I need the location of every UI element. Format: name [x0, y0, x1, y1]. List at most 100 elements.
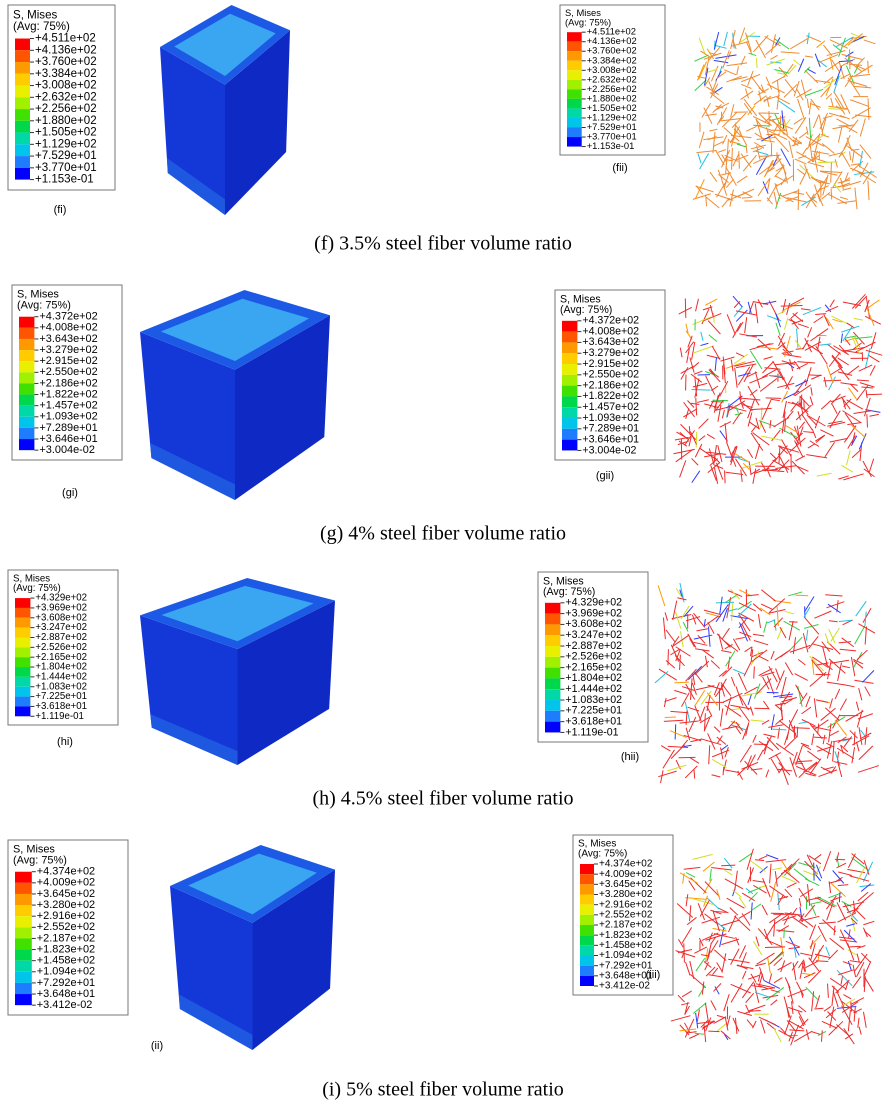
fiber [832, 986, 834, 1006]
fiber [682, 927, 692, 943]
fiber [779, 720, 796, 733]
fiber [695, 706, 701, 721]
fiber [691, 403, 699, 404]
fiber [683, 409, 697, 417]
legend-band [562, 440, 577, 451]
fiber [802, 148, 807, 155]
fiber [684, 745, 692, 746]
fiber [777, 311, 785, 315]
fiber [770, 420, 771, 428]
legend-band [567, 137, 582, 147]
caption: (f) 3.5% steel fiber volume ratio [314, 233, 572, 255]
fiber [806, 127, 808, 135]
fiber [680, 655, 681, 670]
fiber [774, 192, 777, 205]
fiber [703, 862, 715, 871]
fiber [803, 307, 821, 314]
fiber [692, 390, 711, 391]
fiber [753, 881, 765, 883]
fiber [701, 332, 703, 341]
fiber [804, 165, 810, 180]
fiber [681, 366, 694, 373]
fiber [772, 729, 786, 730]
legend-band [19, 372, 34, 383]
fiber [680, 721, 699, 723]
fiber [696, 629, 707, 631]
legend-label: +4.136e+02 [587, 36, 637, 46]
legend-label: +1.880e+02 [587, 93, 637, 103]
fiber [680, 348, 682, 358]
fiber [721, 939, 739, 944]
fiber [825, 442, 835, 457]
fiber [711, 660, 720, 668]
fiber [787, 883, 797, 888]
legend-band [15, 598, 30, 608]
fiber [830, 731, 839, 736]
fiber [854, 318, 863, 320]
fiber [766, 77, 772, 90]
fiber [688, 707, 700, 711]
legend-label: +3.412e-02 [599, 981, 650, 992]
fiber [699, 436, 705, 441]
legend-band [19, 328, 34, 339]
fiber [762, 400, 771, 420]
fiber [749, 53, 757, 55]
fiber [825, 633, 829, 644]
fiber [781, 677, 786, 697]
fiber [840, 649, 856, 651]
fiber [753, 735, 756, 743]
fiber [706, 452, 726, 454]
fiber [818, 162, 838, 163]
fiber [733, 296, 742, 307]
fiber [823, 116, 833, 119]
fiber [755, 444, 759, 459]
fiber [705, 299, 717, 305]
fiber [772, 76, 785, 83]
fiber [685, 766, 697, 778]
fiber [686, 728, 690, 740]
fiber [768, 957, 771, 973]
fiber [782, 391, 788, 402]
fiber [855, 625, 865, 644]
fiber [742, 971, 746, 979]
fiber [752, 904, 761, 910]
fiber [760, 379, 777, 392]
fiber [689, 1034, 699, 1038]
fiber [677, 598, 686, 600]
fiber [777, 383, 794, 387]
fiber [778, 893, 780, 910]
fiber [765, 924, 774, 939]
fiber [733, 459, 736, 467]
fiber [746, 993, 754, 1002]
fiber [841, 152, 850, 167]
fiber [676, 432, 688, 439]
fiber [790, 38, 808, 49]
legend-band [567, 70, 582, 80]
fiber [845, 685, 855, 687]
fiber [852, 294, 865, 308]
panel-label: (fii) [612, 162, 627, 174]
fiber [764, 621, 767, 632]
fiber [727, 314, 735, 334]
legend-band [15, 894, 32, 905]
fiber [736, 364, 756, 368]
fiber [785, 889, 792, 897]
fiber [800, 953, 812, 956]
fiber [854, 1006, 855, 1022]
fiber [775, 719, 782, 725]
legend-band [545, 624, 560, 635]
fiber [785, 611, 795, 614]
fiber [864, 961, 871, 976]
legend-label: +1.505e+02 [587, 103, 637, 113]
fiber [724, 32, 728, 46]
fiber [815, 314, 826, 315]
fiber [667, 765, 686, 771]
legend-label: +3.760e+02 [587, 46, 637, 56]
legend-band [15, 994, 32, 1005]
fiber [795, 456, 805, 461]
legend-band [580, 976, 594, 986]
fiber [856, 601, 867, 616]
fiber [695, 80, 707, 91]
fiber [830, 411, 841, 428]
fiber [732, 602, 733, 621]
